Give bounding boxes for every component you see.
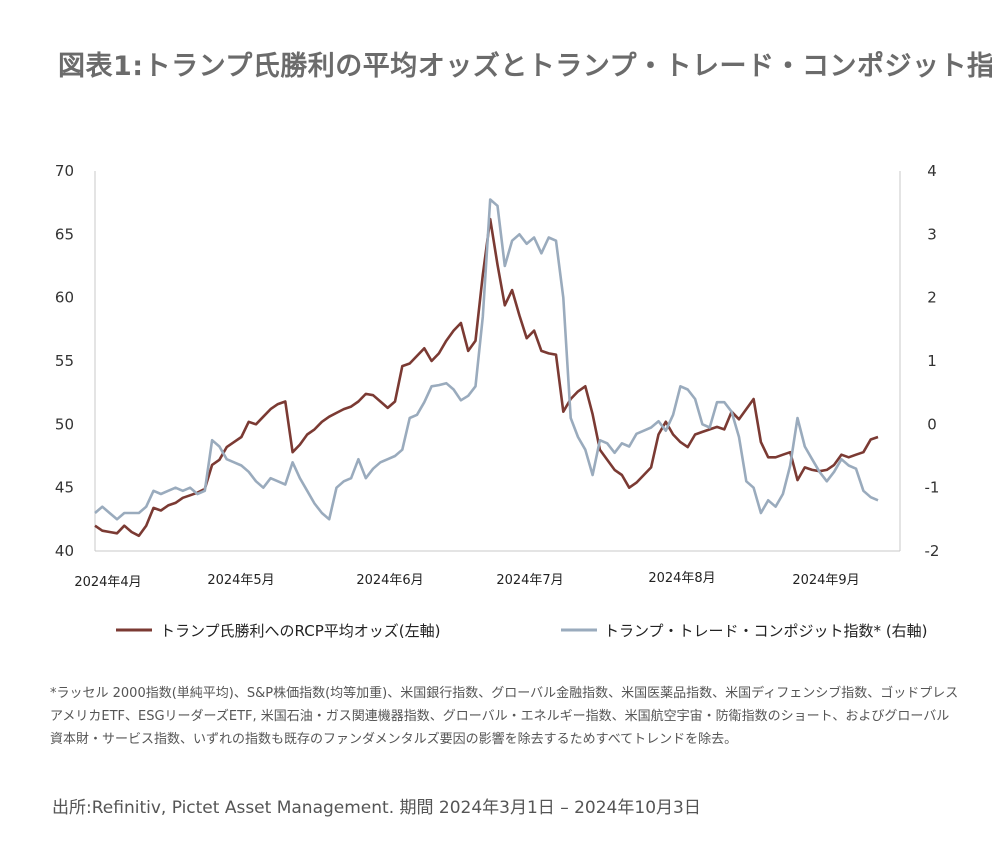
legend-rcp-label: トランプ氏勝利へのRCP平均オッズ(左軸)	[160, 622, 440, 640]
right-tick-label: 4	[927, 162, 937, 180]
legend-composite-label: トランプ・トレード・コンポジット指数* (右軸)	[604, 622, 928, 640]
left-tick-label: 60	[55, 289, 74, 307]
right-tick-label: 3	[927, 225, 937, 243]
left-tick-label: 65	[55, 225, 74, 243]
left-tick-label: 45	[55, 479, 74, 497]
x-tick-label: 2024年7月	[496, 573, 563, 588]
x-tick-label: 2024年9月	[792, 573, 859, 588]
right-tick-label: 2	[927, 289, 937, 307]
left-tick-label: 40	[55, 542, 74, 560]
series-lines	[94, 198, 879, 538]
x-tick-label: 2024年6月	[356, 573, 423, 588]
left-tick-label: 50	[55, 415, 74, 433]
x-tick-label: 2024年4月	[74, 575, 141, 590]
axes: 70 65 60 55 50 45 40 4 3 2 1 0 -1 -2 2024年4月 2024年5月 202…	[55, 162, 940, 590]
right-tick-label: -2	[925, 542, 940, 560]
x-tick-label: 2024年8月	[648, 571, 715, 586]
chart-title: 図表1:トランプ氏勝利の平均オッズとトランプ・トレード・コンポジット指数	[58, 51, 992, 82]
left-tick-label: 70	[55, 162, 74, 180]
right-tick-label: -1	[925, 479, 940, 497]
right-tick-label: 1	[927, 352, 937, 370]
source-note: 出所:Refinitiv, Pictet Asset Management. 期…	[52, 798, 701, 818]
x-tick-label: 2024年5月	[207, 573, 274, 588]
right-tick-label: 0	[927, 415, 937, 433]
left-tick-label: 55	[55, 352, 74, 370]
composite-index-line	[94, 198, 879, 521]
line-chart: 70 65 60 55 50 45 40 4 3 2 1 0 -1 -2 2024年4月 2024年5月 202…	[55, 162, 940, 640]
legend: トランプ氏勝利へのRCP平均オッズ(左軸) トランプ・トレード・コンポジット指数*…	[116, 622, 928, 640]
footnote: *ラッセル 2000指数(単純平均)、S&P株価指数(均等加重)、米国銀行指数、…	[50, 686, 959, 747]
